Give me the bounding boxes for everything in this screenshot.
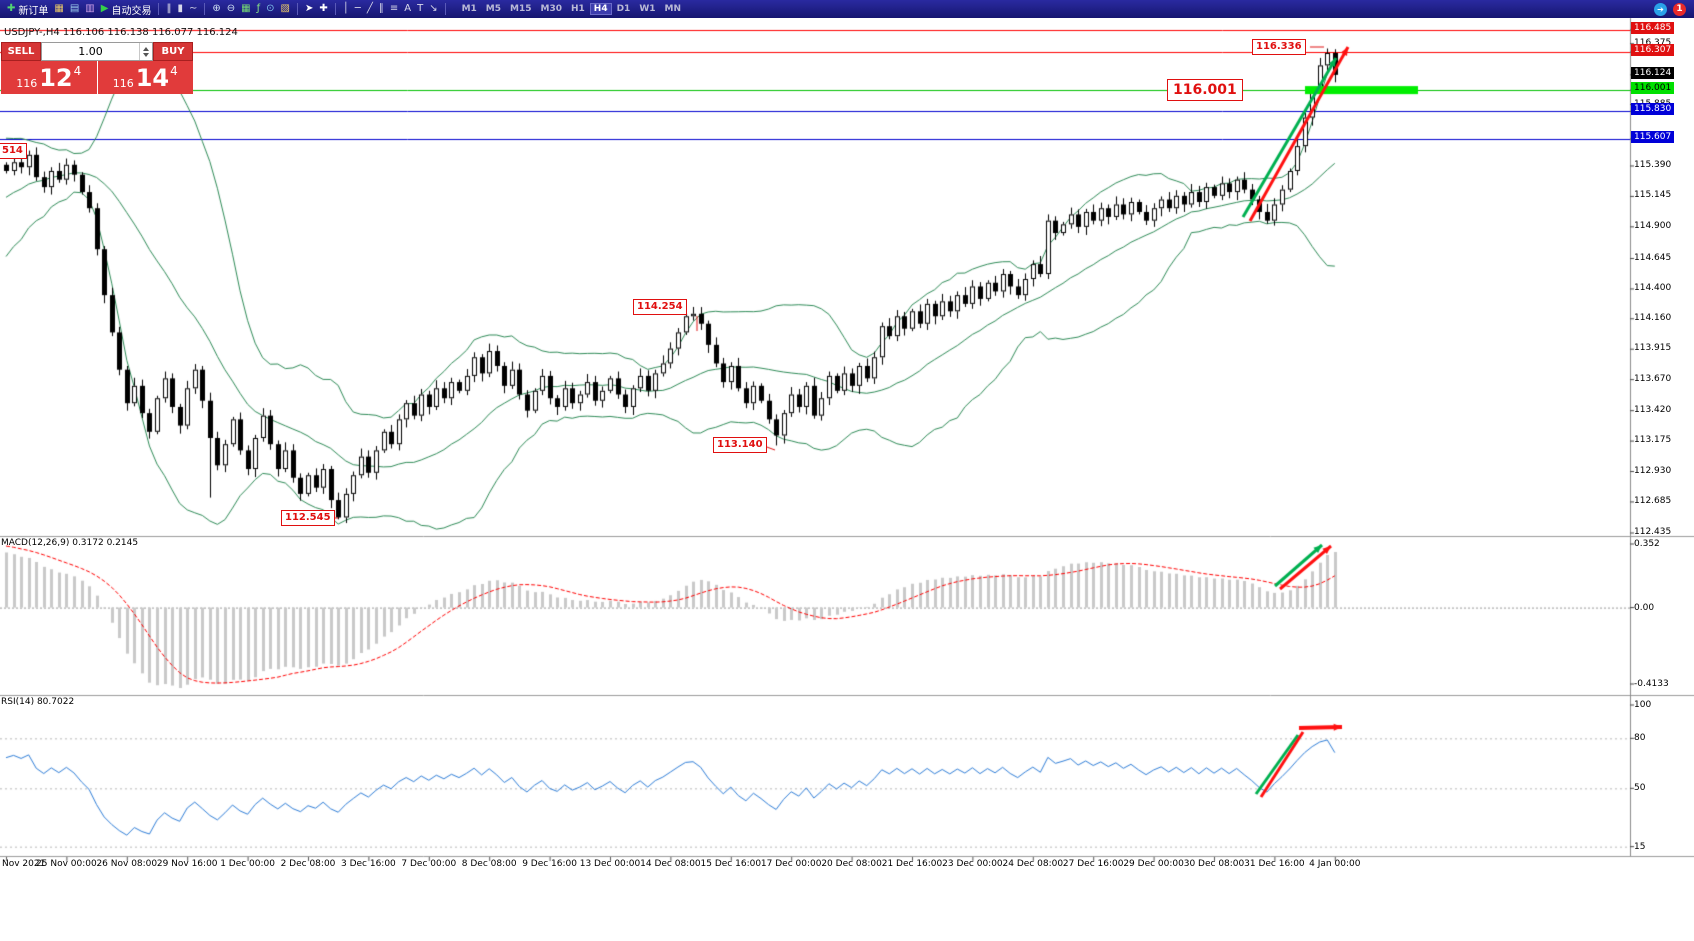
text-label-icon[interactable]: T — [417, 3, 424, 14]
buy-price-point: 4 — [170, 64, 178, 78]
new-order-button[interactable]: ✚ 新订单 — [7, 3, 49, 17]
candlestick-chart-icon[interactable]: ▮ — [177, 3, 183, 14]
grid-icon[interactable]: ▦ — [241, 3, 251, 14]
toolbar-left-group: ✚ 新订单 ▦ ▤ ▥ ▶ 自动交易 — [4, 1, 450, 17]
new-order-icon: ✚ — [7, 3, 16, 14]
bar-chart-icon[interactable]: ‖ — [166, 3, 172, 14]
timeframe-button[interactable]: MN — [664, 4, 682, 14]
timeframe-button[interactable]: M30 — [540, 4, 562, 14]
notifications-badge[interactable]: 1 — [1673, 2, 1686, 16]
equidistant-channel-icon[interactable]: ∥ — [378, 3, 384, 14]
profiles-icon[interactable]: ▤ — [69, 3, 80, 14]
timeframe-button[interactable]: M5 — [485, 4, 502, 14]
timeframe-button[interactable]: W1 — [639, 4, 656, 14]
volume-value[interactable]: 1.00 — [78, 45, 103, 58]
horizontal-line-icon[interactable]: ─ — [354, 3, 361, 14]
timeframe-button[interactable]: M15 — [510, 4, 532, 14]
sell-price-pips: 12 — [39, 63, 73, 92]
timeframe-button[interactable]: M1 — [461, 4, 477, 14]
toolbar: ✚ 新订单 ▦ ▤ ▥ ▶ 自动交易 — [0, 0, 1694, 18]
macd-panel[interactable] — [0, 536, 1630, 695]
periods-icon[interactable]: ⊙ — [266, 3, 275, 14]
rsi-panel[interactable] — [0, 695, 1630, 856]
zoom-in-icon[interactable]: ⊕ — [212, 3, 221, 14]
autotrade-play-icon: ▶ — [100, 3, 109, 14]
buy-price-pips: 14 — [135, 63, 170, 92]
sell-price-point: 4 — [73, 64, 82, 78]
sell-button[interactable]: SELL — [1, 42, 41, 61]
community-icon[interactable]: ➔ — [1654, 2, 1667, 16]
line-chart-icon[interactable]: ∼ — [188, 3, 198, 14]
volume-down-icon[interactable] — [143, 52, 149, 57]
vertical-line-icon[interactable]: │ — [342, 3, 349, 14]
volume-stepper[interactable]: 1.00 — [41, 42, 153, 61]
toolbar-separator — [444, 3, 446, 15]
buy-button[interactable]: BUY — [153, 42, 193, 61]
timeframe-toolbar: M1 M5 M15 M30 H1 H4 D1 W1 MN — [458, 3, 685, 15]
autotrade-button[interactable]: ▶ 自动交易 — [100, 3, 152, 17]
cursor-icon[interactable]: ➤ — [304, 3, 314, 14]
arrow-tools-icon[interactable]: ↘ — [429, 3, 438, 14]
timeframe-button[interactable]: H1 — [570, 4, 585, 14]
toolbar-separator — [158, 3, 160, 15]
sell-price[interactable]: 116 12 4 — [1, 61, 98, 94]
trendline-icon[interactable]: ╱ — [366, 3, 373, 14]
one-click-trading-panel: SELL 1.00 BUY 116 12 4 116 14 4 — [1, 42, 193, 94]
toolbar-separator — [204, 3, 206, 15]
timeframe-button[interactable]: H4 — [589, 3, 612, 15]
text-icon[interactable]: A — [404, 3, 412, 14]
toolbar-right-group: ➔ 1 — [1654, 2, 1690, 16]
volume-up-icon[interactable] — [143, 46, 149, 51]
buy-price[interactable]: 116 14 4 — [97, 61, 193, 94]
market-watch-icon[interactable]: ▥ — [85, 3, 95, 14]
sell-price-main: 116 — [16, 77, 38, 90]
buy-price-main: 116 — [112, 77, 134, 90]
templates-icon[interactable]: ▧ — [280, 3, 290, 14]
toolbar-separator — [296, 3, 298, 15]
zoom-out-icon[interactable]: ⊖ — [226, 3, 236, 14]
fibonacci-icon[interactable]: ≡ — [389, 3, 399, 14]
volume-spin-controls — [139, 43, 152, 60]
timeframe-button[interactable]: D1 — [616, 4, 631, 14]
indicators-icon[interactable]: ƒ — [256, 3, 261, 14]
main-chart-panel[interactable] — [0, 18, 1630, 536]
toolbar-separator — [334, 3, 336, 15]
charts-grid-icon[interactable]: ▦ — [54, 3, 64, 14]
crosshair-icon[interactable]: ✚ — [319, 3, 328, 14]
